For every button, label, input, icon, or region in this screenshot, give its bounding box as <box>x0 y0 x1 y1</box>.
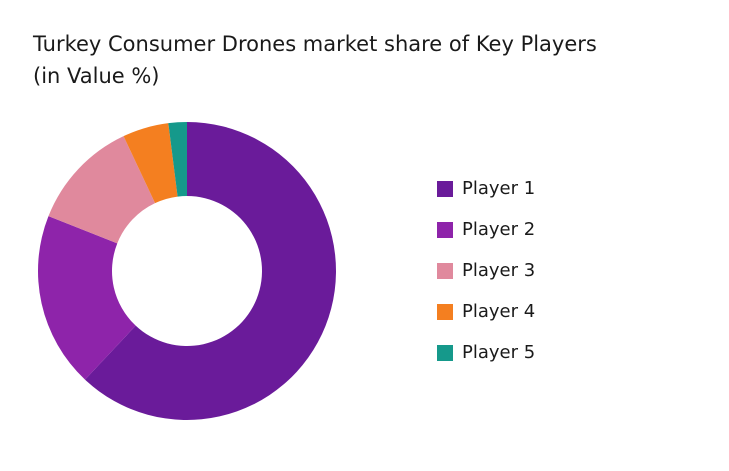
chart-title: Turkey Consumer Drones market share of K… <box>33 32 597 88</box>
legend-label: Player 1 <box>462 178 535 199</box>
legend-label: Player 3 <box>462 260 535 281</box>
legend-label: Player 2 <box>462 219 535 240</box>
legend-swatch <box>437 263 453 279</box>
legend-swatch <box>437 181 453 197</box>
legend-label: Player 5 <box>462 342 535 363</box>
donut-slice <box>168 122 187 197</box>
donut-slice <box>38 216 136 380</box>
legend-swatch <box>437 222 453 238</box>
donut-slice <box>48 136 156 244</box>
donut-slice <box>85 122 336 420</box>
legend-swatch <box>437 304 453 320</box>
legend-label: Player 4 <box>462 301 535 322</box>
donut-slice <box>123 123 178 204</box>
legend-swatch <box>437 345 453 361</box>
